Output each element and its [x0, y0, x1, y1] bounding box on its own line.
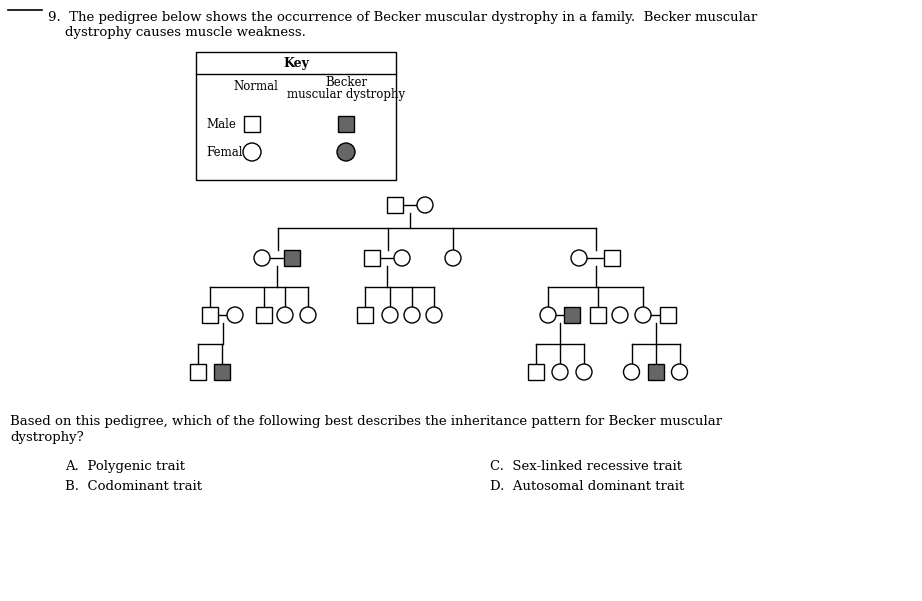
Text: C.  Sex-linked recessive trait: C. Sex-linked recessive trait: [490, 460, 682, 473]
Circle shape: [394, 250, 410, 266]
Text: Normal: Normal: [233, 80, 278, 93]
Text: muscular dystrophy: muscular dystrophy: [287, 88, 405, 101]
Circle shape: [576, 364, 592, 380]
Bar: [284, 250, 300, 266]
Bar: [604, 250, 620, 266]
Text: B.  Codominant trait: B. Codominant trait: [65, 480, 202, 493]
Circle shape: [227, 307, 243, 323]
Circle shape: [635, 307, 651, 323]
Circle shape: [337, 143, 355, 161]
Bar: [214, 364, 230, 380]
Text: D.  Autosomal dominant trait: D. Autosomal dominant trait: [490, 480, 684, 493]
Text: Becker: Becker: [325, 76, 367, 89]
Circle shape: [277, 307, 293, 323]
Circle shape: [612, 307, 628, 323]
Circle shape: [426, 307, 442, 323]
Text: Male: Male: [206, 118, 236, 130]
Text: 9.  The pedigree below shows the occurrence of Becker muscular dystrophy in a fa: 9. The pedigree below shows the occurren…: [48, 11, 757, 24]
Circle shape: [404, 307, 420, 323]
Bar: [590, 307, 606, 323]
Circle shape: [254, 250, 270, 266]
Bar: [647, 364, 664, 380]
Text: Female: Female: [206, 145, 250, 159]
Bar: [196, 52, 396, 180]
Bar: [244, 116, 260, 132]
Circle shape: [382, 307, 398, 323]
Text: A.  Polygenic trait: A. Polygenic trait: [65, 460, 185, 473]
Bar: [387, 197, 403, 213]
Bar: [256, 307, 272, 323]
Bar: [338, 116, 354, 132]
Circle shape: [445, 250, 461, 266]
Circle shape: [671, 364, 688, 380]
Text: Based on this pedigree, which of the following best describes the inheritance pa: Based on this pedigree, which of the fol…: [10, 415, 722, 428]
Circle shape: [243, 143, 261, 161]
Bar: [364, 250, 380, 266]
Bar: [202, 307, 218, 323]
Bar: [660, 307, 676, 323]
Text: dystrophy causes muscle weakness.: dystrophy causes muscle weakness.: [48, 26, 306, 39]
Circle shape: [571, 250, 587, 266]
Text: Key: Key: [283, 56, 309, 70]
Bar: [190, 364, 206, 380]
Bar: [357, 307, 373, 323]
Circle shape: [623, 364, 640, 380]
Bar: [564, 307, 580, 323]
Circle shape: [552, 364, 568, 380]
Text: dystrophy?: dystrophy?: [10, 431, 84, 444]
Bar: [528, 364, 544, 380]
Circle shape: [417, 197, 433, 213]
Circle shape: [300, 307, 316, 323]
Circle shape: [540, 307, 556, 323]
